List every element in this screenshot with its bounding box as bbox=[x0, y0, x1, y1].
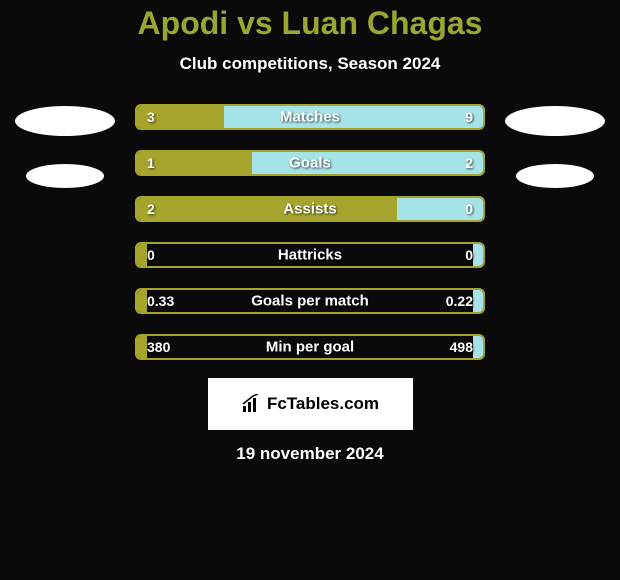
ellipse-decoration bbox=[26, 164, 104, 188]
bar-value-right: 498 bbox=[450, 339, 473, 355]
bar-value-left: 380 bbox=[147, 339, 170, 355]
bar-left-fill bbox=[137, 244, 147, 266]
left-ellipses bbox=[15, 106, 115, 188]
bar-label: Goals bbox=[289, 155, 331, 172]
logo-box[interactable]: FcTables.com bbox=[208, 378, 413, 430]
bar-right-fill bbox=[473, 244, 483, 266]
date-text: 19 november 2024 bbox=[0, 444, 620, 464]
logo-text: FcTables.com bbox=[267, 394, 379, 414]
bar-value-left: 3 bbox=[147, 109, 155, 125]
bar-label: Min per goal bbox=[266, 339, 354, 356]
bar-row: Hattricks 0 0 bbox=[135, 242, 485, 268]
bar-value-right: 0.22 bbox=[446, 293, 473, 309]
bar-label: Assists bbox=[283, 201, 336, 218]
bar-label: Goals per match bbox=[251, 293, 369, 310]
page-title: Apodi vs Luan Chagas bbox=[0, 5, 620, 42]
bar-right-fill bbox=[473, 336, 483, 358]
bar-value-left: 0 bbox=[147, 247, 155, 263]
bar-row: Goals 1 2 bbox=[135, 150, 485, 176]
bar-value-right: 2 bbox=[465, 155, 473, 171]
bar-right-fill bbox=[252, 152, 483, 174]
bar-left-fill bbox=[137, 336, 147, 358]
bar-value-right: 9 bbox=[465, 109, 473, 125]
bar-right-fill bbox=[224, 106, 484, 128]
chart-icon bbox=[241, 394, 261, 414]
bar-right-fill bbox=[473, 290, 483, 312]
bar-row: Matches 3 9 bbox=[135, 104, 485, 130]
bar-value-left: 1 bbox=[147, 155, 155, 171]
main-container: Apodi vs Luan Chagas Club competitions, … bbox=[0, 0, 620, 580]
bar-row: Min per goal 380 498 bbox=[135, 334, 485, 360]
bar-label: Matches bbox=[280, 109, 340, 126]
bar-value-right: 0 bbox=[465, 201, 473, 217]
bar-left-fill bbox=[137, 290, 147, 312]
right-ellipses bbox=[505, 106, 605, 188]
bar-label: Hattricks bbox=[278, 247, 342, 264]
subtitle: Club competitions, Season 2024 bbox=[0, 54, 620, 74]
chart-area: Matches 3 9 Goals 1 2 Assists 2 0 Hattricks 0 0 Goal… bbox=[0, 104, 620, 360]
bar-value-left: 2 bbox=[147, 201, 155, 217]
bar-value-left: 0.33 bbox=[147, 293, 174, 309]
bars-container: Matches 3 9 Goals 1 2 Assists 2 0 Hattricks 0 0 Goal… bbox=[135, 104, 485, 360]
bar-left-fill bbox=[137, 198, 397, 220]
bar-row: Goals per match 0.33 0.22 bbox=[135, 288, 485, 314]
bar-value-right: 0 bbox=[465, 247, 473, 263]
bar-row: Assists 2 0 bbox=[135, 196, 485, 222]
ellipse-decoration bbox=[516, 164, 594, 188]
ellipse-decoration bbox=[15, 106, 115, 136]
ellipse-decoration bbox=[505, 106, 605, 136]
